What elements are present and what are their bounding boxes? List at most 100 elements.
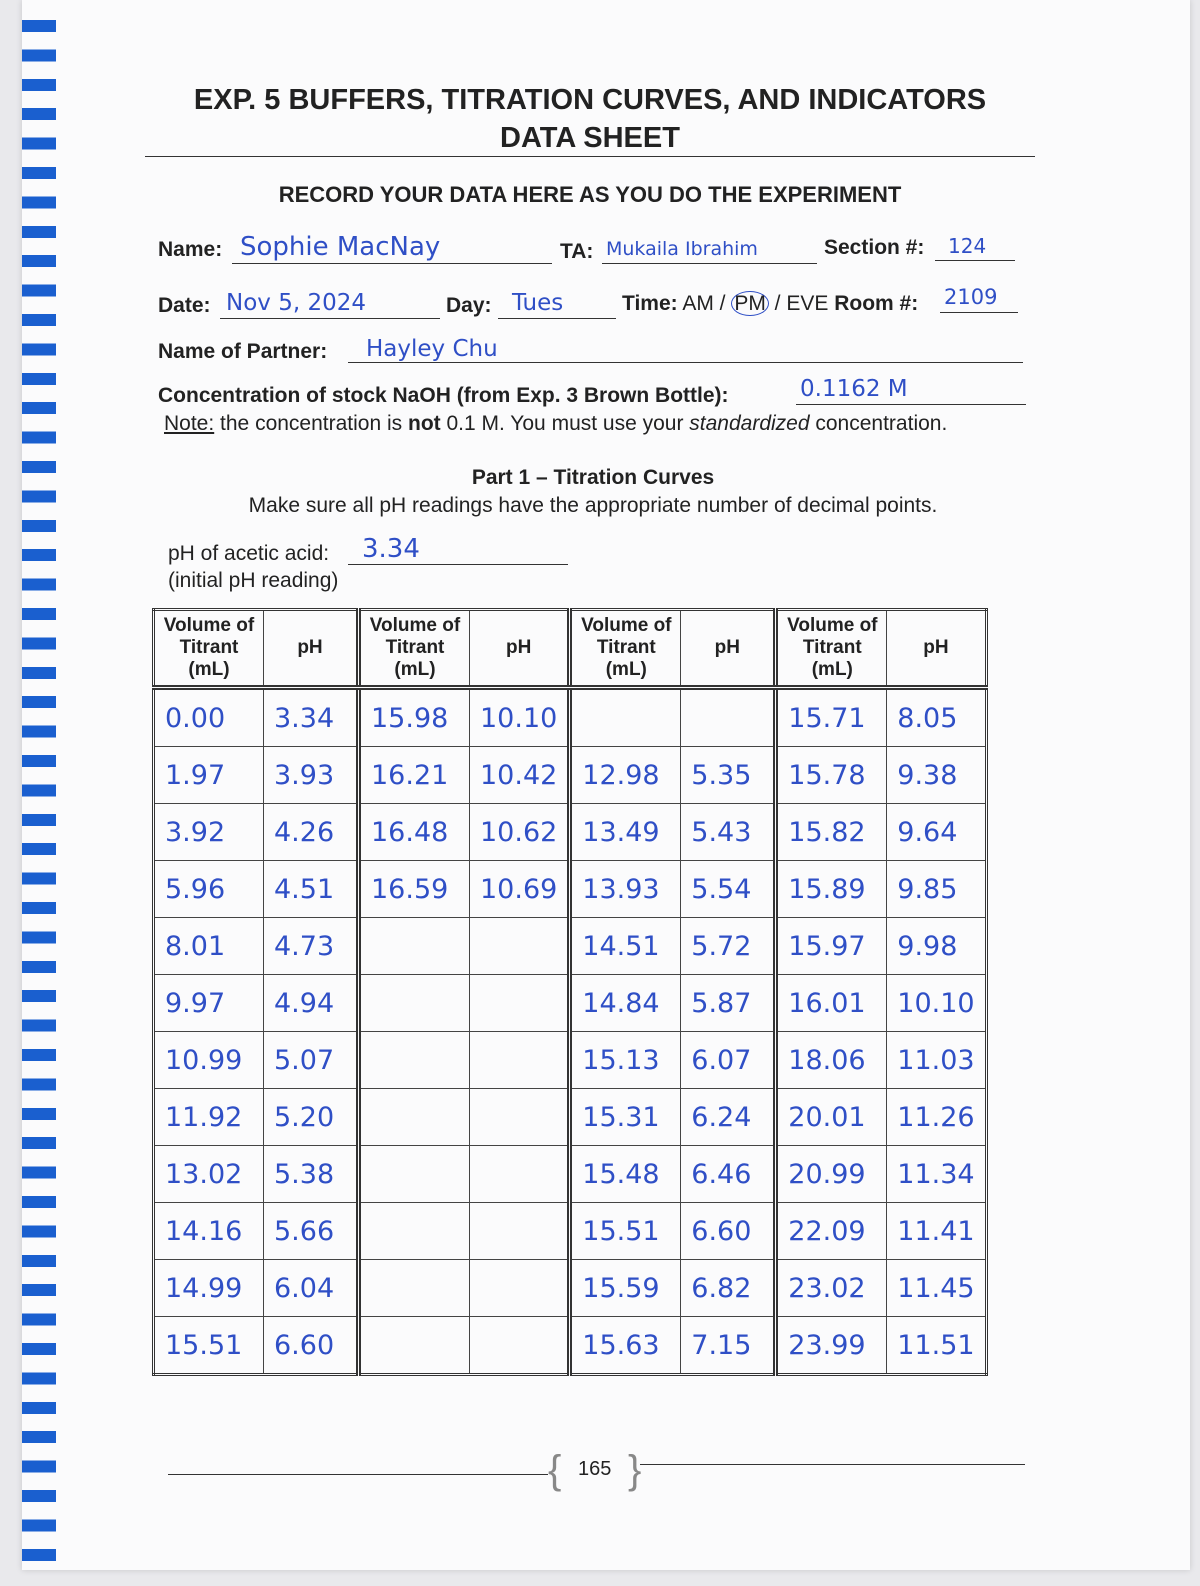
cell xyxy=(356,1031,470,1089)
title: EXP. 5 BUFFERS, TITRATION CURVES, AND IN… xyxy=(193,84,987,116)
cell xyxy=(356,1145,470,1203)
cell: 14.84 xyxy=(567,974,682,1032)
rule xyxy=(145,156,1035,157)
cell: 10.62 xyxy=(468,803,571,861)
data-row: 8.01 4.73 14.51 5.72 15.97 9.98 xyxy=(153,917,987,975)
cell: 8.01 xyxy=(153,917,264,975)
cell: 5.43 xyxy=(680,803,777,861)
cell: 6.24 xyxy=(680,1088,777,1146)
cell xyxy=(468,1202,571,1260)
cell: 6.04 xyxy=(263,1259,359,1317)
cell: 8.05 xyxy=(886,687,987,747)
note-text: standardized xyxy=(689,412,810,435)
cell: 5.96 xyxy=(153,860,264,918)
underline xyxy=(602,263,817,264)
cell: 15.63 xyxy=(567,1316,682,1375)
cell: 4.94 xyxy=(263,974,359,1032)
cell: 22.09 xyxy=(773,1202,888,1260)
cell: 11.92 xyxy=(153,1088,264,1146)
time-label: Time: xyxy=(622,292,678,315)
underline xyxy=(220,318,440,319)
cell: 16.59 xyxy=(356,860,470,918)
cell xyxy=(468,917,571,975)
underline xyxy=(232,263,552,264)
cell: 14.16 xyxy=(153,1202,264,1260)
cell: 15.98 xyxy=(356,687,470,747)
name-label: Name: xyxy=(158,238,223,261)
cell: 20.01 xyxy=(773,1088,888,1146)
note: Note: the concentration is not 0.1 M. Yo… xyxy=(164,412,947,436)
cell: 9.38 xyxy=(886,746,987,804)
cell: 13.49 xyxy=(567,803,682,861)
name-value: Sophie MacNay xyxy=(240,232,441,262)
column-header: pH xyxy=(263,609,359,690)
column-header: pH xyxy=(468,609,571,690)
time-option: EVE xyxy=(786,292,829,315)
cell: 15.97 xyxy=(773,917,888,975)
cell: 11.41 xyxy=(886,1202,987,1260)
cell xyxy=(468,1259,571,1317)
cell: 11.26 xyxy=(886,1088,987,1146)
cell: 9.98 xyxy=(886,917,987,975)
footer-rule xyxy=(168,1474,548,1475)
cell: 15.13 xyxy=(567,1031,682,1089)
date-value: Nov 5, 2024 xyxy=(226,290,366,316)
cell: 5.54 xyxy=(680,860,777,918)
note-text: the concentration is xyxy=(220,412,408,435)
data-row: 3.92 4.26 16.48 10.62 13.49 5.43 15.82 9.64 xyxy=(153,803,987,861)
data-row: 14.99 6.04 15.59 6.82 23.02 11.45 xyxy=(153,1259,987,1317)
column-header: pH xyxy=(680,609,777,690)
cell xyxy=(468,1088,571,1146)
header-row: Volume of Titrant (mL) pH Volume of Titran… xyxy=(153,609,987,690)
cell: 10.99 xyxy=(153,1031,264,1089)
time-option: AM xyxy=(682,292,714,315)
cell: 18.06 xyxy=(773,1031,888,1089)
day-value: Tues xyxy=(512,290,564,316)
cell: 16.01 xyxy=(773,974,888,1032)
underline xyxy=(498,318,616,319)
cell: 15.51 xyxy=(153,1316,264,1375)
cell: 3.34 xyxy=(263,687,359,747)
cell xyxy=(356,1088,470,1146)
column-header: Volume of Titrant (mL) xyxy=(356,609,470,690)
cell: 0.00 xyxy=(153,687,264,747)
data-row: 9.97 4.94 14.84 5.87 16.01 10.10 xyxy=(153,974,987,1032)
column-header: Volume of Titrant (mL) xyxy=(153,609,264,690)
cell xyxy=(468,974,571,1032)
data-row: 15.51 6.60 15.63 7.15 23.99 11.51 xyxy=(153,1316,987,1375)
cell: 9.64 xyxy=(886,803,987,861)
cell: 10.42 xyxy=(468,746,571,804)
cell: 15.31 xyxy=(567,1088,682,1146)
time-option: PM xyxy=(731,291,769,316)
data-row: 14.16 5.66 15.51 6.60 22.09 11.41 xyxy=(153,1202,987,1260)
note-text: not xyxy=(408,412,441,435)
cell: 9.97 xyxy=(153,974,264,1032)
cell: 10.10 xyxy=(468,687,571,747)
cell xyxy=(468,1316,571,1375)
data-row: 13.02 5.38 15.48 6.46 20.99 11.34 xyxy=(153,1145,987,1203)
underline xyxy=(796,404,1026,405)
section-label: Section #: xyxy=(824,236,925,259)
cell: 15.51 xyxy=(567,1202,682,1260)
cell: 14.99 xyxy=(153,1259,264,1317)
underline xyxy=(348,362,1023,363)
cell xyxy=(356,917,470,975)
bracket: } xyxy=(628,1448,642,1492)
cell: 15.59 xyxy=(567,1259,682,1317)
cell: 10.69 xyxy=(468,860,571,918)
underline xyxy=(348,564,568,565)
cell: 6.46 xyxy=(680,1145,777,1203)
data-row: 11.92 5.20 15.31 6.24 20.01 11.26 xyxy=(153,1088,987,1146)
cell: 6.82 xyxy=(680,1259,777,1317)
cell xyxy=(567,687,682,747)
cell: 4.51 xyxy=(263,860,359,918)
cell xyxy=(356,1259,470,1317)
cell: 15.71 xyxy=(773,687,888,747)
cell: 4.26 xyxy=(263,803,359,861)
initial-label: pH of acetic acid: xyxy=(168,542,330,565)
page-number: 165 xyxy=(578,1458,612,1480)
cell: 9.85 xyxy=(886,860,987,918)
initial-note: (initial pH reading) xyxy=(168,569,339,592)
cell: 5.38 xyxy=(263,1145,359,1203)
